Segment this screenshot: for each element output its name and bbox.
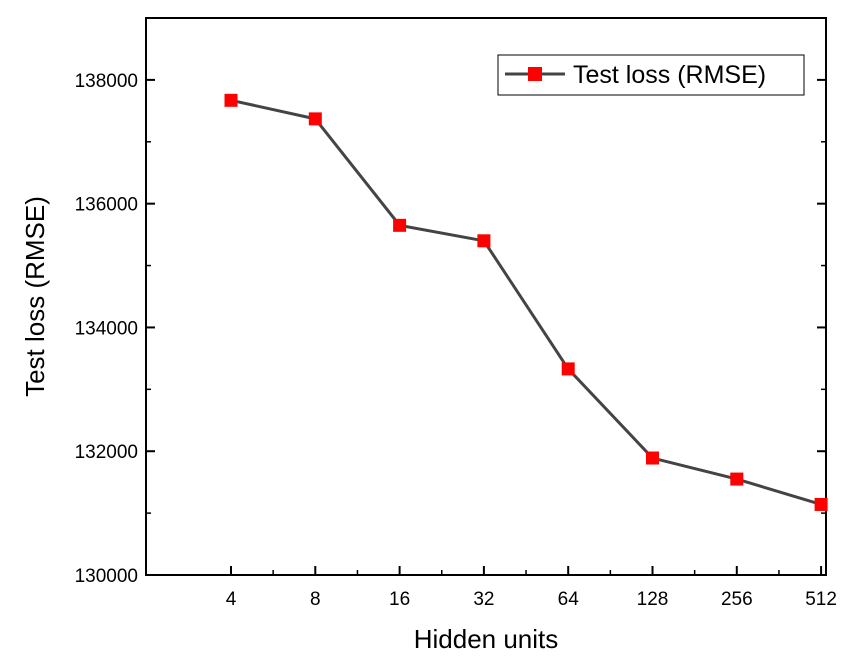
x-tick-label: 64 [558,589,580,610]
legend-label: Test loss (RMSE) [573,61,766,89]
plot-area [145,17,827,576]
data-point-marker [814,497,828,511]
x-tick-label: 512 [805,589,837,610]
data-point-marker [730,472,744,486]
x-tick-label: 128 [637,589,669,610]
legend: Test loss (RMSE) [497,54,805,96]
data-point-marker [646,451,659,465]
y-tick-label: 138000 [75,71,138,92]
x-tick-label: 256 [721,589,753,610]
series-line [230,98,822,506]
data-point-marker [561,362,575,376]
x-axis-title: Hidden units [414,624,559,654]
series-group [224,93,828,511]
axis-ticks: 4 8 16 32 64 128 256 512 130000 132000 134000 13600… [75,71,837,610]
data-point-marker [308,112,322,126]
legend-marker-swatch [528,67,542,81]
data-point-marker [393,218,407,232]
x-tick-label: 8 [310,589,321,610]
x-tick-label: 32 [473,589,494,610]
plot-frame [145,17,827,576]
y-axis-title: Test loss (RMSE) [20,196,50,397]
x-tick-label: 16 [389,589,410,610]
y-tick-label: 130000 [75,566,138,587]
y-tick-label: 134000 [75,318,138,339]
y-tick-label: 132000 [75,442,138,463]
x-tick-label: 4 [226,589,237,610]
y-tick-label: 136000 [75,195,138,216]
data-point-marker [224,93,238,107]
data-point-marker [477,234,491,248]
